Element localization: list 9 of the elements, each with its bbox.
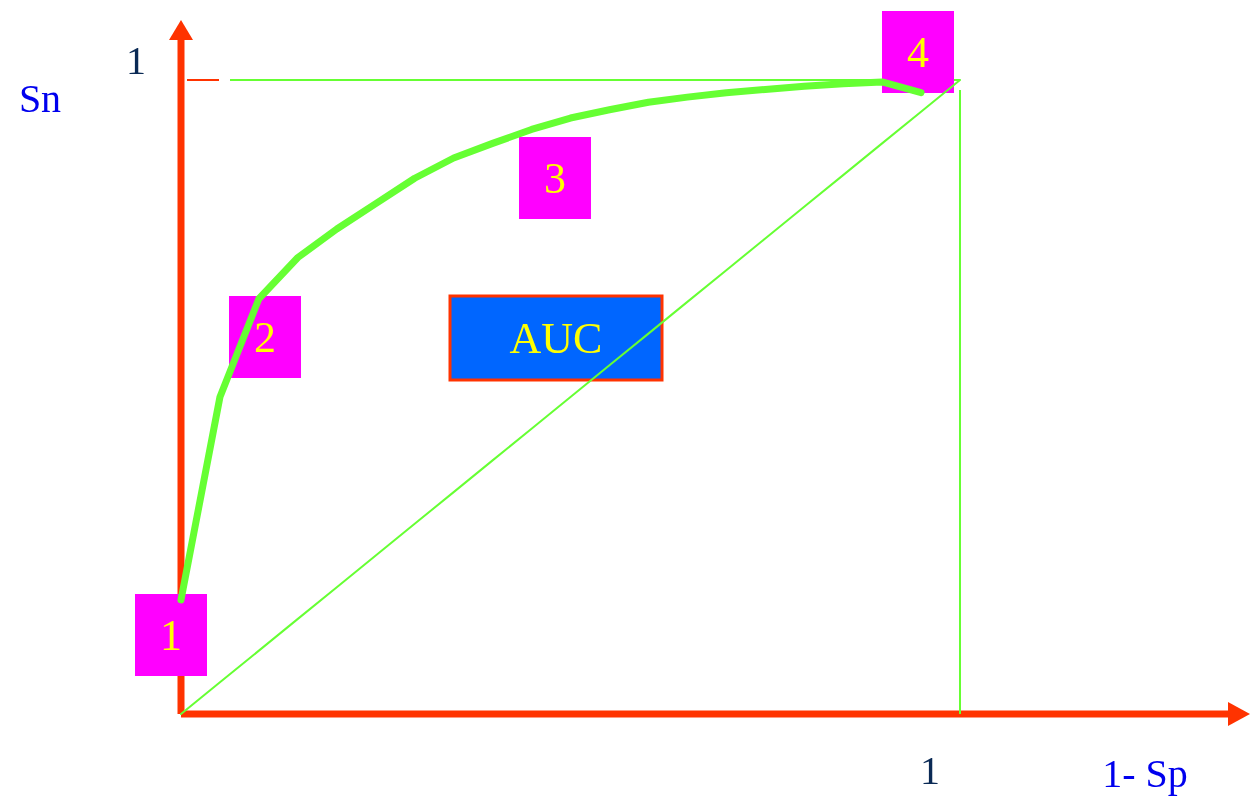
annotation: 1	[160, 611, 182, 661]
text: 1	[920, 748, 940, 793]
annotation: AUC	[509, 314, 603, 364]
annotation: 3	[544, 154, 566, 204]
annotation: 2	[254, 313, 276, 363]
text: 1	[126, 38, 146, 83]
y-axis-title: Sn	[18, 76, 62, 121]
text: 4	[907, 28, 929, 78]
x-axis-title: 1- Sp	[1102, 751, 1188, 796]
